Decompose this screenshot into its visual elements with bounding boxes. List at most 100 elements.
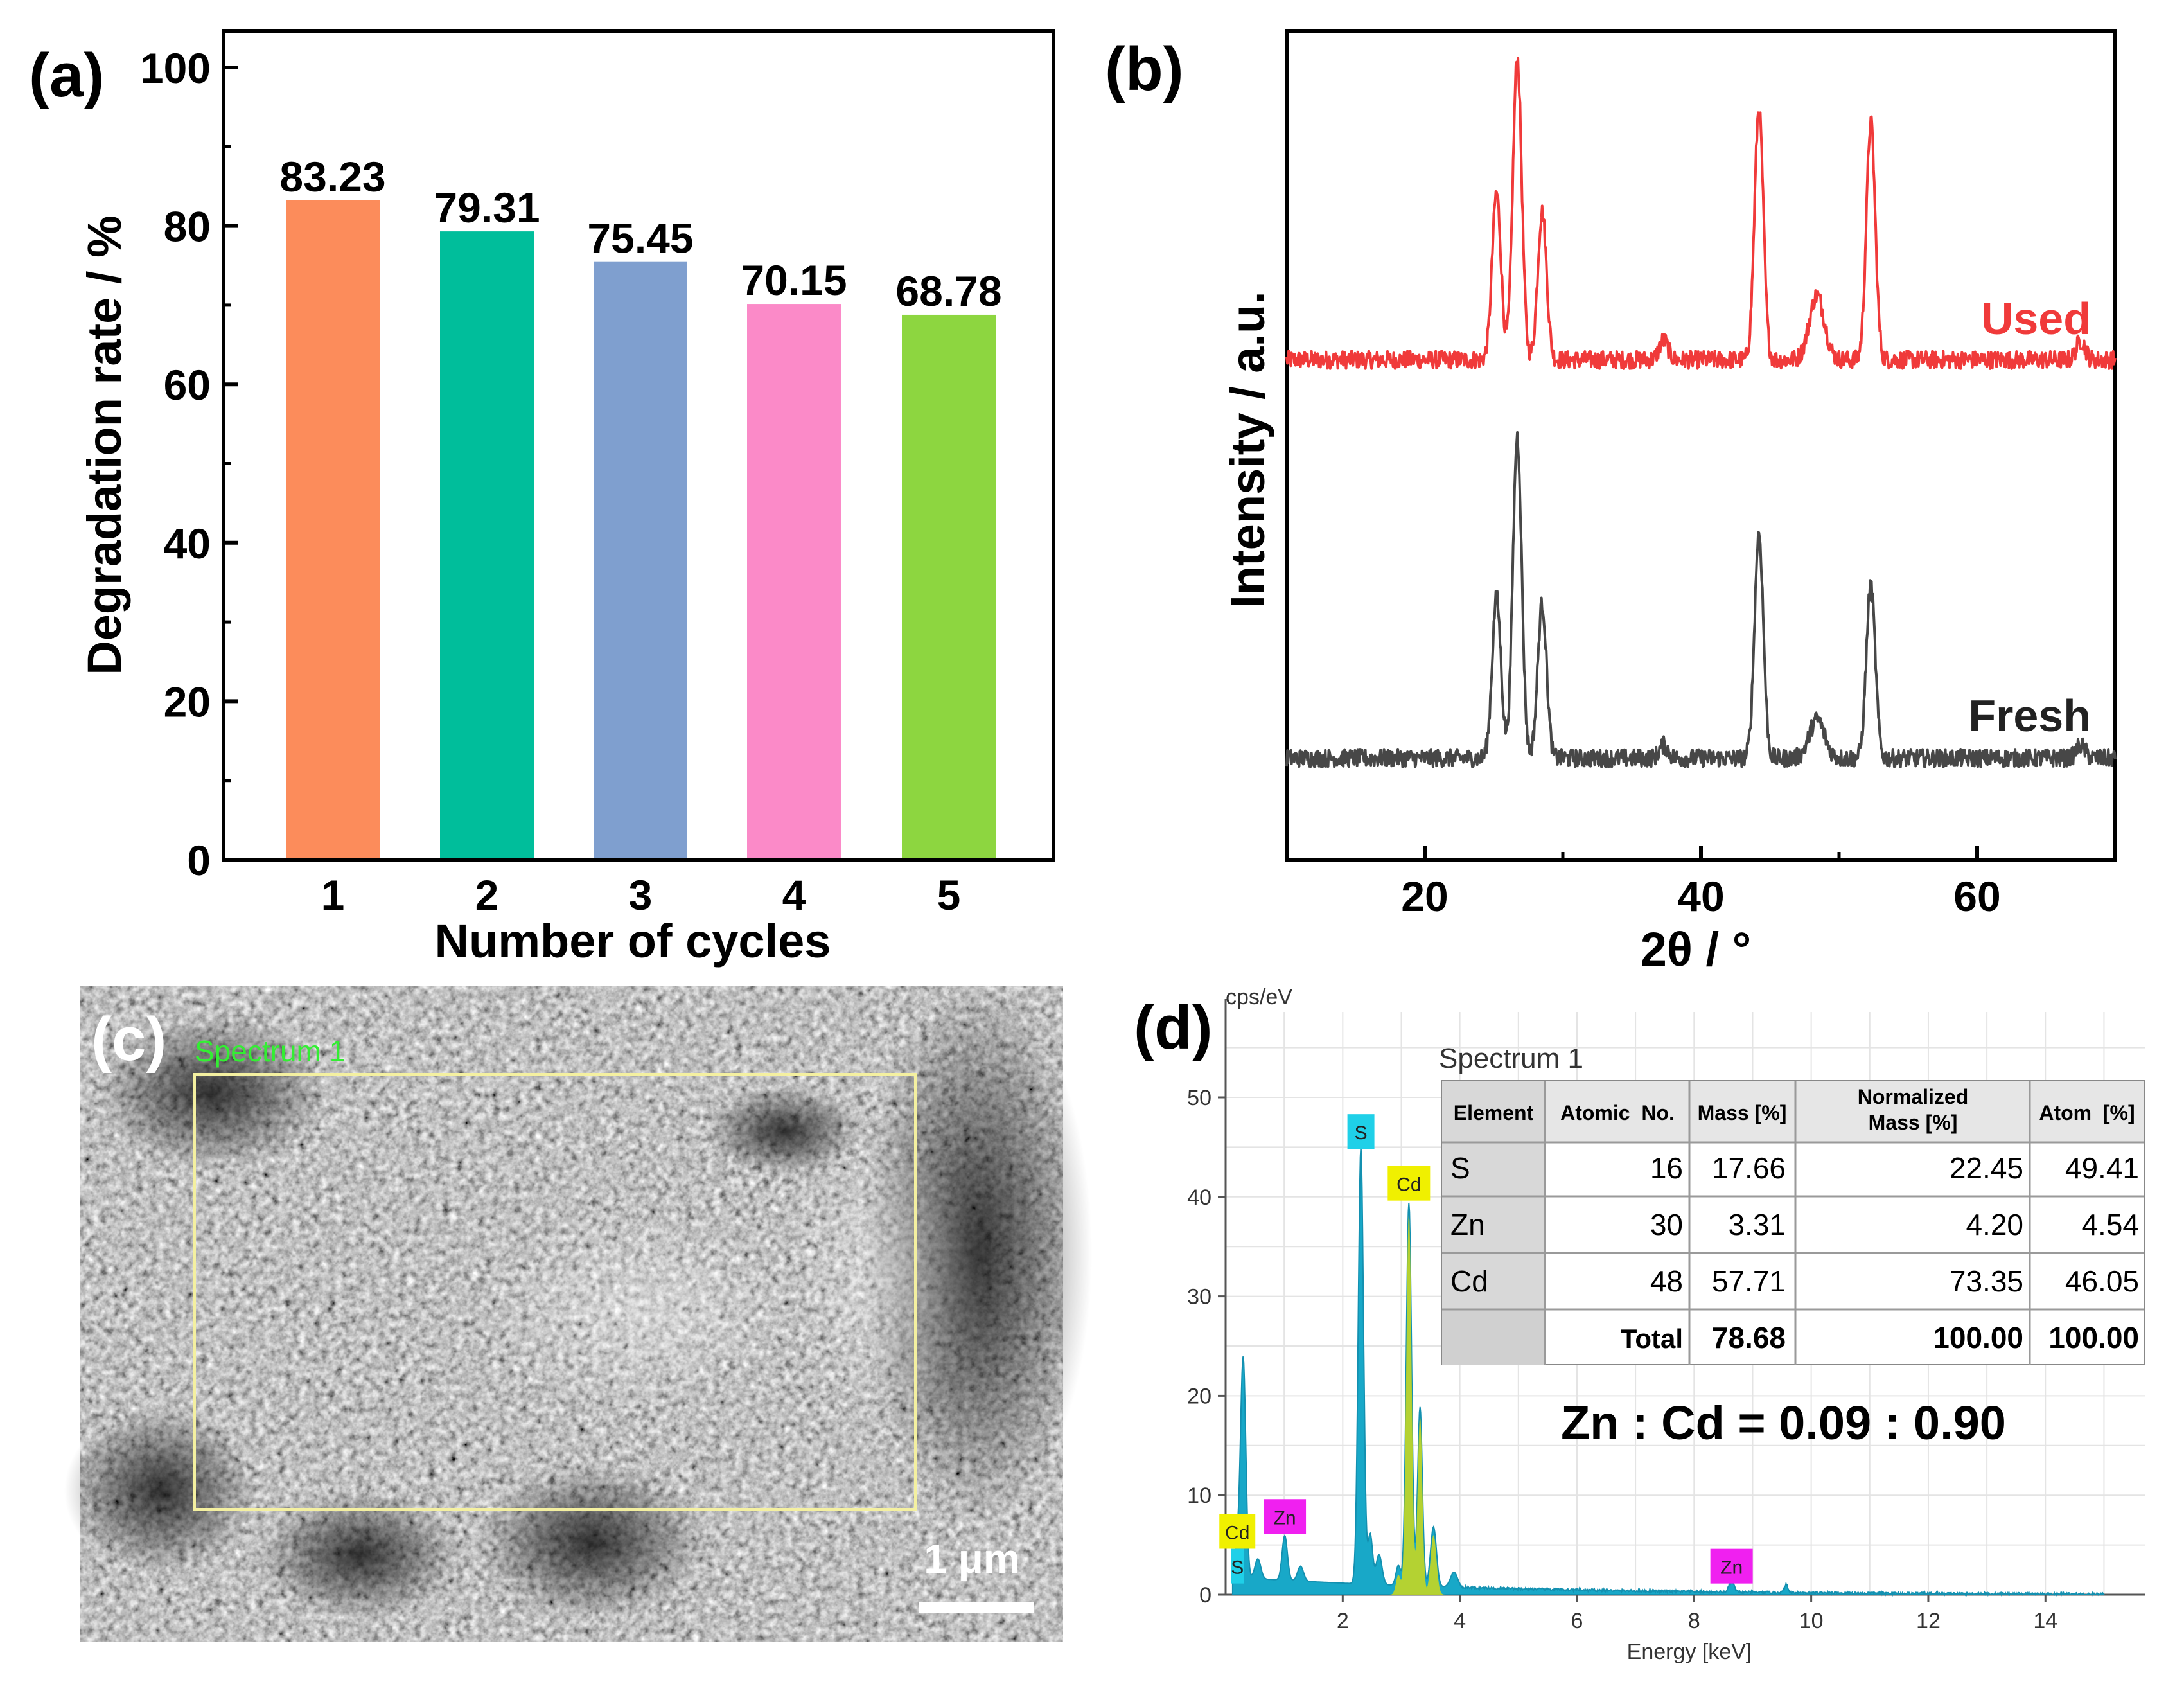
y-tick-label-a: 20 — [164, 678, 211, 725]
td-atomic-no: Total — [1621, 1324, 1683, 1354]
x-tick-label-a: 5 — [937, 871, 961, 919]
spectrum-region-box — [193, 1073, 917, 1511]
eds-y-tick-label: 10 — [1187, 1484, 1211, 1508]
zn-cd-ratio: Zn : Cd = 0.09 : 0.90 — [1561, 1396, 2006, 1449]
x-tick-label-b: 60 — [1953, 873, 2000, 920]
td-mass: 78.68 — [1712, 1321, 1786, 1354]
eds-x-tick-label: 10 — [1799, 1609, 1824, 1633]
bar-cycle-3 — [594, 261, 687, 858]
eds-x-tick-label: 6 — [1571, 1609, 1583, 1633]
y-tick-label-a: 40 — [164, 520, 211, 567]
td-normalized-mass: 73.35 — [1950, 1264, 2023, 1298]
element-tag-cd: Cd — [1225, 1522, 1249, 1543]
th-element: Element — [1454, 1101, 1534, 1124]
element-tag-cd: Cd — [1396, 1174, 1421, 1196]
eds-cd-overlay — [1389, 1212, 1454, 1595]
td-atom: 100.00 — [2048, 1321, 2139, 1354]
td-element: Cd — [1450, 1264, 1488, 1298]
panel-label-c: (c) — [91, 1005, 166, 1074]
td-mass: 3.31 — [1728, 1208, 1786, 1241]
eds-y-tick-label: 20 — [1187, 1384, 1211, 1408]
eds-element-tags: S Cd Zn Zn Cd S — [1219, 1114, 1753, 1584]
xrd-patterns — [1285, 57, 2117, 768]
element-tag-bg — [1710, 1548, 1753, 1584]
eds-table: Element Atomic No. Mass [%] Normalized M… — [1441, 1080, 2145, 1365]
th-atomic-no: Atomic No. — [1560, 1101, 1675, 1124]
td-atomic-no: 48 — [1650, 1264, 1683, 1298]
th-normalized-mass: Mass [%] — [1869, 1111, 1958, 1134]
eds-x-tick-label: 4 — [1454, 1609, 1466, 1633]
td-normalized-mass: 22.45 — [1950, 1151, 2023, 1185]
eds-y-tick-label: 30 — [1187, 1285, 1211, 1309]
td-atomic-no: 16 — [1650, 1151, 1683, 1185]
scale-bar — [919, 1602, 1034, 1613]
xrd-line-fresh — [1285, 431, 2117, 768]
eds-y-tick-label: 50 — [1187, 1086, 1211, 1110]
eds-axes: 0 10 20 30 40 50 2 4 6 8 10 12 14 — [1187, 999, 2145, 1633]
bar-value-label: 83.23 — [279, 153, 385, 200]
td-atom: 4.54 — [2081, 1208, 2139, 1241]
legend-used: Used — [1981, 294, 2091, 344]
panel-d: (d) cps/eV 0 10 20 30 40 50 2 4 6 8 10 12 14 S Cd Zn Zn… — [1134, 985, 2145, 1664]
xrd-line-used — [1285, 57, 2117, 370]
bars — [286, 200, 996, 858]
scale-bar-label: 1 μm — [924, 1536, 1019, 1582]
legend-fresh: Fresh — [1968, 691, 2091, 741]
x-tick-label-a: 4 — [782, 871, 806, 919]
panel-c: (c) Spectrum 1 1 μm — [64, 983, 1092, 1642]
x-tick-label-a: 2 — [475, 871, 499, 919]
x-tick-label-b: 20 — [1401, 873, 1448, 920]
x-tick-label-a: 1 — [321, 871, 345, 919]
eds-table-title: Spectrum 1 — [1439, 1043, 1583, 1074]
td-atomic-no: 30 — [1650, 1208, 1683, 1241]
td-normalized-mass: 4.20 — [1966, 1208, 2023, 1241]
element-tag-bg — [1347, 1114, 1375, 1149]
element-tag-bg — [1219, 1514, 1256, 1549]
td-element: Zn — [1450, 1208, 1485, 1241]
eds-x-tick-label: 2 — [1337, 1609, 1349, 1633]
x-axis-label-a: Number of cycles — [435, 914, 831, 968]
x-axis-label-b: 2θ / ° — [1641, 923, 1751, 976]
y-tick-label-a: 0 — [187, 837, 211, 884]
y-axis-label-d: cps/eV — [1226, 985, 1292, 1009]
element-tag-s: S — [1231, 1557, 1244, 1579]
panel-label-d: (d) — [1134, 993, 1213, 1062]
bar-cycle-2 — [440, 231, 534, 858]
eds-y-tick-label: 40 — [1187, 1185, 1211, 1210]
y-axis-label-a: Degradation rate / % — [78, 215, 131, 675]
sem-image — [64, 983, 1092, 1642]
td-atom: 46.05 — [2065, 1264, 2139, 1298]
panel-label-a: (a) — [29, 41, 104, 110]
y-tick-label-a: 80 — [164, 203, 211, 251]
bar-cycle-4 — [747, 304, 841, 858]
eds-x-tick-label: 12 — [1916, 1609, 1941, 1633]
y-tick-label-a: 100 — [140, 44, 211, 92]
panel-b: (b) 20 40 60 Intensity / a.u. 2θ / ° Used … — [1105, 29, 2117, 976]
bar-cycle-1 — [286, 200, 380, 858]
td-normalized-mass: 100.00 — [1933, 1321, 2023, 1354]
td-atom: 49.41 — [2065, 1151, 2139, 1185]
element-tag-zn: Zn — [1274, 1507, 1296, 1529]
eds-spectrum — [1231, 1146, 2106, 1597]
x-tick-label-a: 3 — [629, 871, 653, 919]
sem-spectrum-label: Spectrum 1 — [195, 1034, 346, 1068]
td-mass: 17.66 — [1712, 1151, 1786, 1185]
element-tag-zn: Zn — [1720, 1557, 1743, 1579]
td-mass: 57.71 — [1712, 1264, 1786, 1298]
element-tag-bg — [1387, 1166, 1431, 1201]
x-tick-label-b: 40 — [1677, 873, 1724, 920]
bar-cycle-5 — [902, 314, 996, 858]
bar-value-labels: 83.23 79.31 75.45 70.15 68.78 — [279, 153, 1001, 315]
bar-value-label: 79.31 — [434, 184, 540, 231]
element-tag-s: S — [1355, 1122, 1368, 1144]
th-atom: Atom [%] — [2039, 1101, 2135, 1124]
eds-y-tick-label: 0 — [1199, 1583, 1211, 1608]
th-normalized: Normalized — [1858, 1085, 1968, 1108]
panel-a: (a) 0 20 40 60 80 100 1 2 3 4 5 83.23 79.31 75.45 70… — [29, 29, 1055, 968]
x-axis-b: 20 40 60 — [1401, 846, 2117, 920]
y-tick-label-a: 60 — [164, 361, 211, 409]
bar-value-label: 75.45 — [587, 215, 693, 262]
eds-x-tick-label: 14 — [2033, 1609, 2057, 1633]
element-tag-bg — [1231, 1548, 1244, 1584]
